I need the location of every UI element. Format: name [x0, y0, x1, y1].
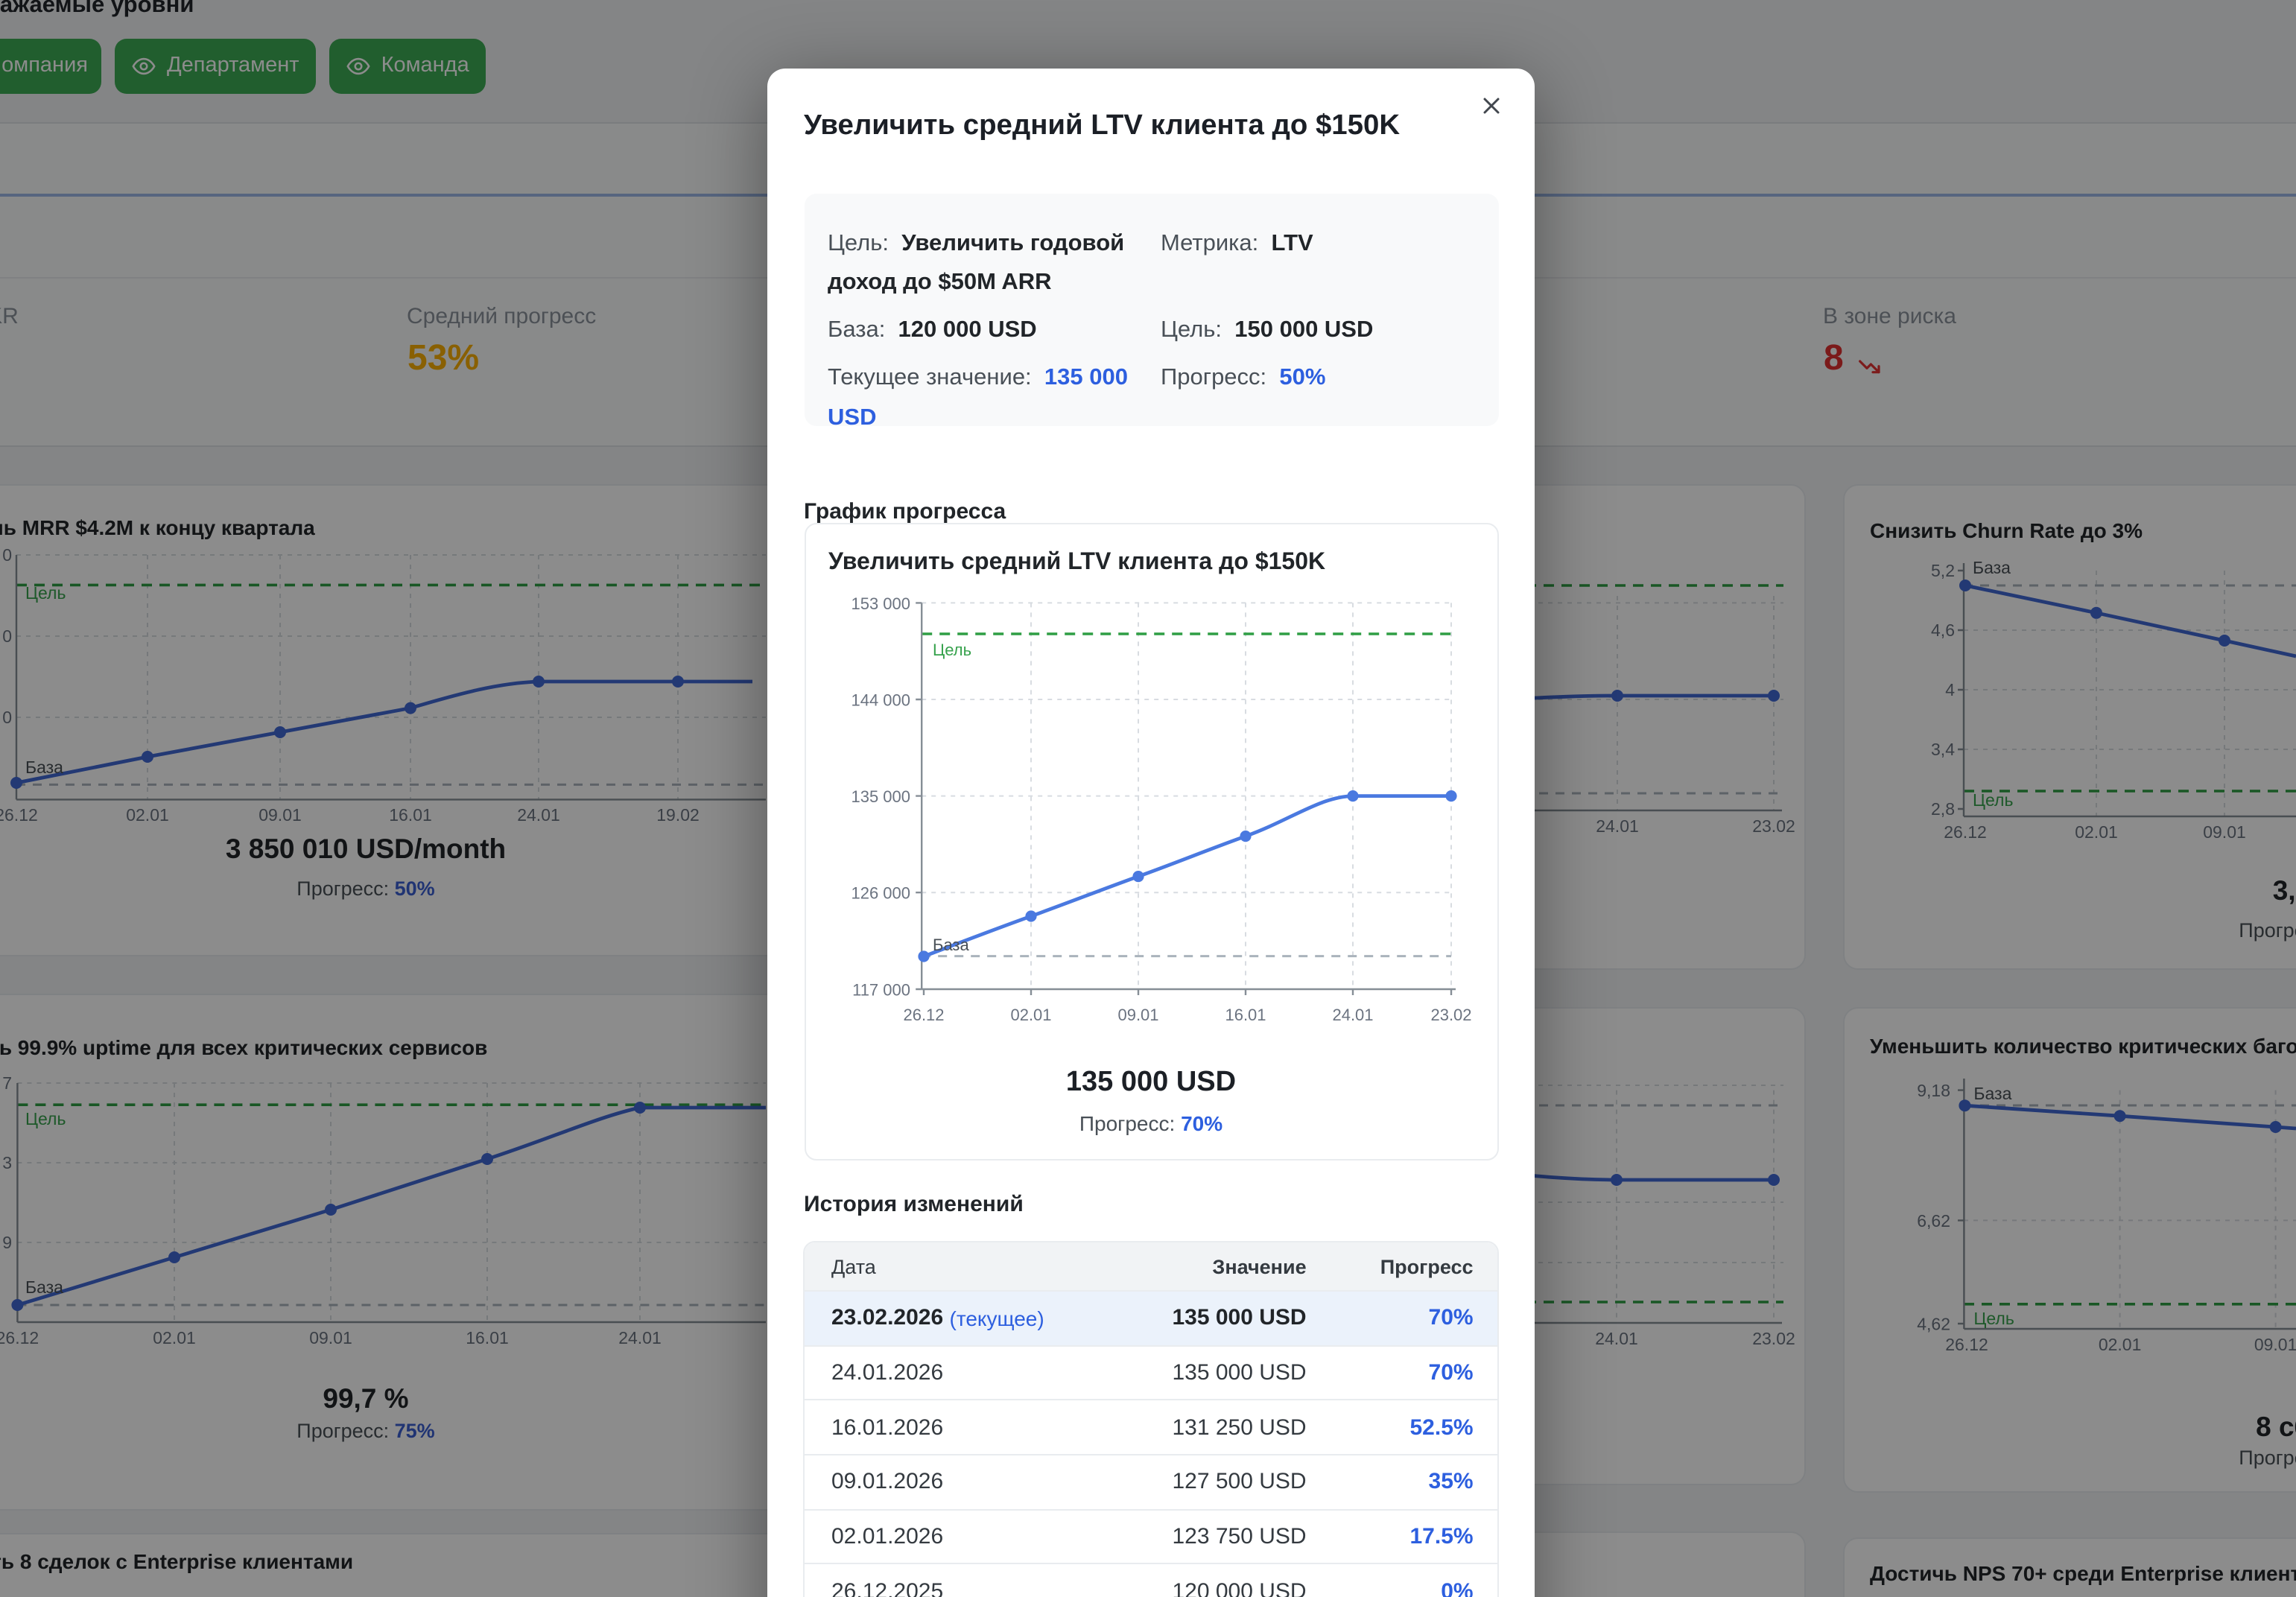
- svg-text:Цель: Цель: [933, 641, 971, 659]
- svg-text:4,62: 4,62: [1917, 1314, 1950, 1333]
- svg-text:24.01: 24.01: [1596, 816, 1639, 836]
- svg-text:16.01: 16.01: [466, 1328, 509, 1347]
- svg-text:23.02: 23.02: [1430, 1006, 1471, 1024]
- svg-text:2,8: 2,8: [1931, 799, 1955, 819]
- svg-text:23.02: 23.02: [1752, 816, 1795, 836]
- svg-text:153 000: 153 000: [851, 594, 910, 613]
- svg-text:База: База: [25, 1277, 63, 1297]
- svg-text:117 000: 117 000: [852, 980, 910, 999]
- svg-text:3: 3: [2, 1153, 12, 1172]
- svg-text:24.01: 24.01: [618, 1328, 662, 1347]
- svg-text:База: База: [1973, 558, 2011, 577]
- svg-text:09.01: 09.01: [2254, 1335, 2296, 1354]
- svg-text:144 000: 144 000: [851, 690, 910, 709]
- svg-text:135 000: 135 000: [851, 787, 910, 806]
- svg-text:Цель: Цель: [25, 1109, 66, 1128]
- svg-text:02.01: 02.01: [2099, 1335, 2142, 1354]
- svg-text:02.01: 02.01: [2075, 822, 2118, 842]
- svg-text:4,6: 4,6: [1931, 620, 1955, 640]
- svg-text:09.01: 09.01: [259, 805, 302, 825]
- svg-text:26.12: 26.12: [1945, 1335, 1988, 1354]
- svg-text:4: 4: [1945, 680, 1955, 699]
- svg-text:26.12: 26.12: [1944, 822, 1987, 842]
- svg-text:Цель: Цель: [1973, 1309, 2014, 1328]
- svg-text:Цель: Цель: [25, 583, 66, 603]
- svg-text:0: 0: [2, 708, 12, 727]
- svg-text:09.01: 09.01: [1117, 1006, 1158, 1024]
- svg-text:16.01: 16.01: [1225, 1006, 1266, 1024]
- svg-text:24.01: 24.01: [1332, 1006, 1373, 1024]
- svg-text:Цель: Цель: [1973, 790, 2013, 810]
- svg-text:26.12: 26.12: [0, 805, 38, 825]
- svg-text:126 000: 126 000: [851, 884, 910, 903]
- svg-text:09.01: 09.01: [2203, 822, 2246, 842]
- svg-text:База: База: [933, 936, 970, 954]
- svg-text:База: База: [1973, 1084, 2011, 1103]
- svg-text:02.01: 02.01: [126, 805, 169, 825]
- svg-text:6,62: 6,62: [1917, 1211, 1950, 1231]
- svg-text:23.02: 23.02: [1752, 1329, 1795, 1348]
- svg-text:0: 0: [2, 626, 12, 646]
- svg-text:19.02: 19.02: [656, 805, 700, 825]
- svg-text:16.01: 16.01: [389, 805, 432, 825]
- svg-text:26.12: 26.12: [0, 1328, 39, 1347]
- svg-text:7: 7: [2, 1073, 12, 1093]
- svg-text:0: 0: [2, 545, 12, 565]
- svg-text:02.01: 02.01: [153, 1328, 196, 1347]
- svg-text:3,4: 3,4: [1931, 740, 1955, 759]
- svg-text:24.01: 24.01: [517, 805, 560, 825]
- svg-text:9: 9: [2, 1233, 12, 1252]
- svg-text:9,18: 9,18: [1917, 1081, 1950, 1100]
- svg-text:24.01: 24.01: [1595, 1329, 1638, 1348]
- svg-text:5,2: 5,2: [1931, 561, 1955, 580]
- svg-text:26.12: 26.12: [903, 1006, 944, 1024]
- svg-text:02.01: 02.01: [1010, 1006, 1051, 1024]
- svg-text:База: База: [25, 758, 63, 777]
- svg-text:09.01: 09.01: [309, 1328, 352, 1347]
